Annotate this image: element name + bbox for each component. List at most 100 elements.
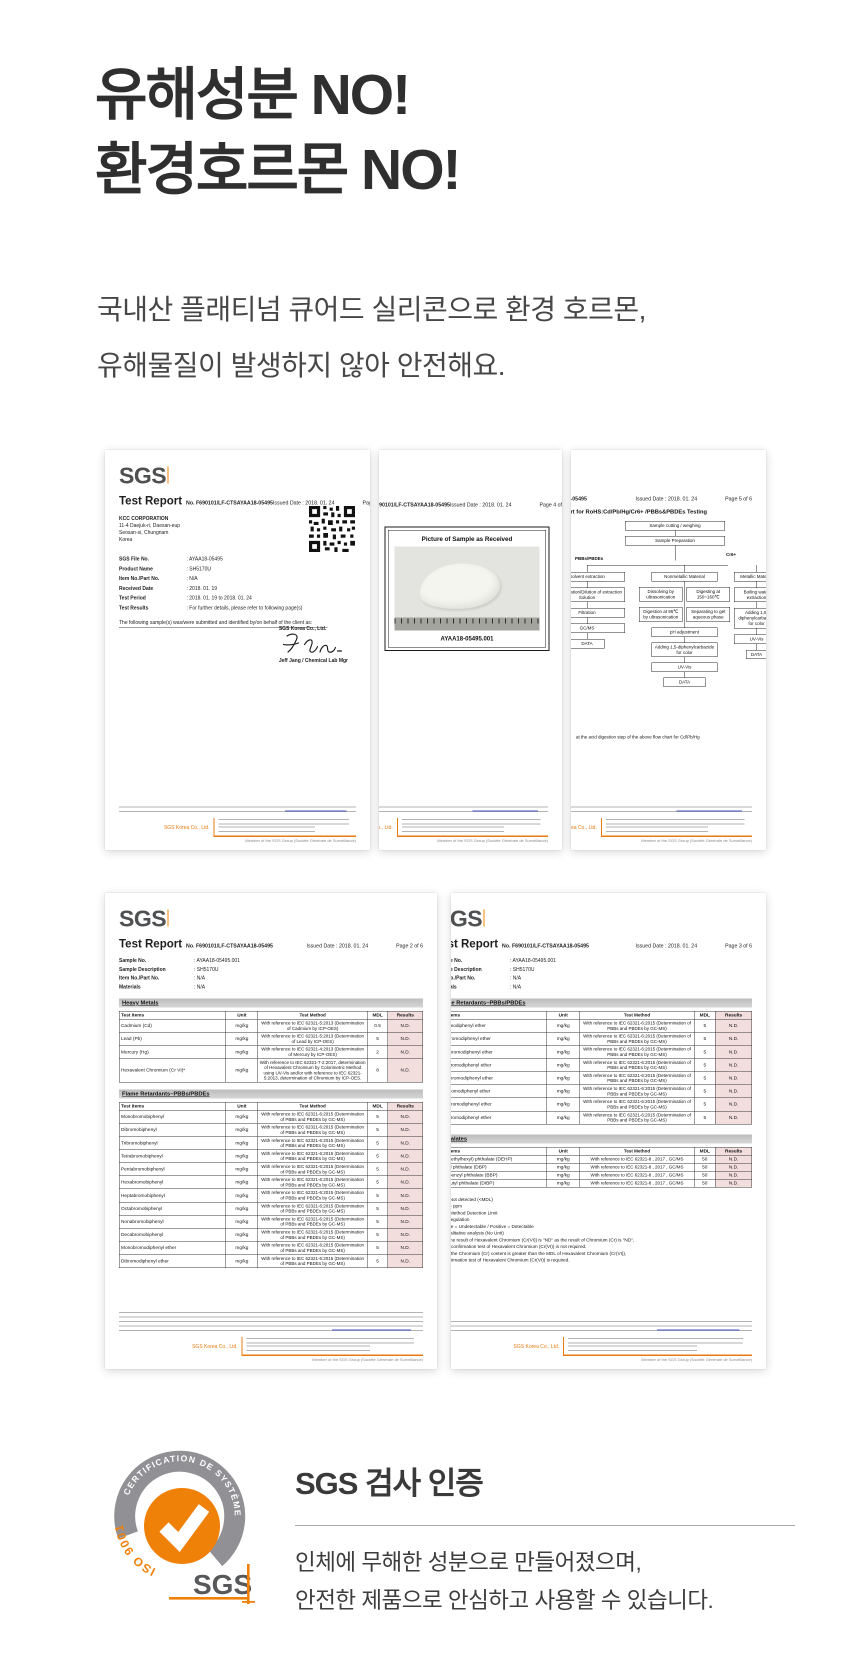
- flow-box: Filtration: [571, 608, 625, 618]
- flow-box: Sample Preparation: [625, 535, 725, 546]
- sample-photo: [394, 546, 540, 631]
- divider: [295, 1525, 795, 1526]
- footer-member-line: Member of the SGS Group (Société Général…: [245, 838, 356, 844]
- field-row: Sample Description : SH5170U: [451, 966, 535, 973]
- page-number: Page 2 of 6: [396, 943, 423, 949]
- flow-box: UV-Vis: [734, 634, 766, 644]
- field-row: Item No./Part No. : N/A: [119, 975, 206, 982]
- page-footer: SGS Korea Co., Ltd. Member of the SGS Gr…: [119, 806, 356, 844]
- silicone-sample: [417, 559, 503, 613]
- sgs-report-page-2: SGS Test Report No. F690101/LF-CTSAYAA18…: [105, 893, 437, 1369]
- note-line: mg/kg = ppm: [451, 1203, 462, 1209]
- sample-picture-box: Picture of Sample as Received AYAA18-054…: [384, 526, 550, 651]
- sgs-report-page-4: Test Report No. F690101/LF-CTSAYAA18-054…: [379, 450, 562, 850]
- iso-9001-sgs-badge-icon: CERTIFICATION DE SYSTÈME ISO 9001 SGS: [112, 1450, 255, 1604]
- table-row: Hexavalent Chromium (Cr VI)* mg/kg With r…: [118, 1058, 423, 1083]
- flow-box: pH adjustment: [651, 627, 718, 637]
- page-footer: SGS Korea Co., Ltd. Member of the SGS Gr…: [571, 806, 752, 843]
- note-line: - = No regulation: [451, 1217, 470, 1223]
- table-row: Tetrabromobiphenyl mg/kg With reference t…: [118, 1149, 423, 1163]
- sample-caption: AYAA18-05495.001: [440, 635, 494, 642]
- field-row: Received Date : 2018. 01. 19: [119, 585, 218, 592]
- client-block: KCC CORPORATION 11-4 Daejuk-ri, Daesan-e…: [119, 516, 181, 543]
- flow-box: Separating to get aqueous phase: [686, 607, 730, 622]
- flow-box: DATA: [571, 638, 605, 649]
- note-line: MDL = Method Detection Limit: [451, 1210, 498, 1216]
- flow-box: Solvent extraction: [571, 572, 625, 582]
- badge-sgs-text: SGS: [193, 1569, 252, 1600]
- certification-line1: 인체에 무해한 성분으로 만들어졌으며,: [295, 1550, 642, 1575]
- sgs-report-page-5: No. F690101/LF-CTSAYAA18-05495 Issued Da…: [571, 450, 766, 850]
- certification-text: SGS 검사 인증 인체에 무해한 성분으로 만들어졌으며, 안전한 제품으로 …: [295, 1444, 795, 1620]
- subtitle-line1: 국내산 플래티넘 큐어드 실리콘으로 환경 호르몬,: [97, 294, 646, 325]
- page-footer: SGS Korea Co., Ltd. Member of the SGS Gr…: [119, 1312, 423, 1362]
- flow-box: Nonmetallic Material: [651, 572, 718, 582]
- sgs-logo: SGS: [451, 907, 485, 930]
- flow-box: Adding 1,5-diphenylcarbazide for color: [734, 608, 766, 629]
- field-row: Materials : N/A: [119, 984, 206, 990]
- flow-box: Adding 1,5-diphenylcarbazide for color: [651, 642, 718, 658]
- field-row: Product Name : SH5170U: [119, 566, 211, 572]
- certificate-row-1: SGS Test Report No. F690101/LF-CTSAYAA18…: [105, 450, 766, 850]
- flow-box: DATA: [746, 649, 766, 660]
- certification-section: CERTIFICATION DE SYSTÈME ISO 9001 SGS SG…: [105, 1444, 795, 1620]
- note-line: * = a. The result of Hexavalent Chromium…: [451, 1237, 635, 1243]
- flame-retardants-table: Test Items Unit Test Method MDL Results …: [118, 1102, 423, 1268]
- field-row: Sample Description : SH5170U: [119, 966, 219, 973]
- field-row: Item No./Part No. : N/A: [451, 975, 522, 982]
- field-row: Sample No. : AYAA18-05495.001: [119, 958, 240, 964]
- section-flame-retardants-cont: Flame Retardants–PBBs/PBDEs: [451, 998, 752, 1008]
- flow-box: Metallic Material: [734, 572, 766, 582]
- sample-fields: Sample No. : AYAA18-05495.001 Sample Des…: [451, 957, 752, 992]
- table-row: Monobromodiphenyl ether mg/kg With refere…: [118, 1241, 423, 1255]
- table-row: Butyl benzyl phthalate (BBP)mg/kg With r…: [451, 1170, 752, 1180]
- table-row: Bis-(2-ethylhexyl) phthalate (DEHP)mg/kg…: [451, 1154, 752, 1164]
- flow-box: DATA: [663, 677, 706, 687]
- note-line: b. If the Chromium (Cr) content is great…: [451, 1250, 627, 1256]
- signature: [282, 633, 342, 653]
- note-line: Negative = Undetectable / Positive = Det…: [451, 1223, 534, 1229]
- certification-line2: 안전한 제품으로 안심하고 사용할 수 있습니다.: [295, 1588, 714, 1613]
- table-row: Octabromobiphenyl mg/kg With reference to…: [118, 1201, 423, 1216]
- flow-box: Boiling water extraction: [734, 587, 766, 603]
- sgs-report-page-1: SGS Test Report No. F690101/LF-CTSAYAA18…: [105, 450, 370, 850]
- note-line: N.D. = Not detected (<MDL): [451, 1196, 493, 1202]
- qr-code: [309, 506, 355, 552]
- sgs-report-page-3: SGS Test Report No. F690101/LF-CTSAYAA18…: [451, 893, 766, 1369]
- field-row: Test Results : For further details, plea…: [119, 605, 303, 611]
- table-row: Dibutyl phthalate (DBP)mg/kg With refere…: [451, 1162, 752, 1172]
- flow-footnote: at the acid digestion step of the above …: [576, 734, 700, 740]
- table-row: Nonabromobiphenyl mg/kg With reference to…: [118, 1214, 423, 1229]
- heavy-metals-table: Test Items Unit Test Method MDL Results …: [118, 1011, 423, 1083]
- flow-box: Concentration/Dilution of extraction Sol…: [571, 587, 625, 603]
- flow-box: Dissolving by ultrasonication: [639, 586, 683, 602]
- field-row: Item No./Part No. : N/A: [119, 576, 198, 582]
- picture-box-title: Picture of Sample as Received: [421, 535, 513, 543]
- page-number: Page 1 of 6: [362, 500, 371, 506]
- field-row: SGS File No. : AYAA18-05495: [119, 556, 223, 563]
- report-header: Test Report No. F690101/LF-CTSAYAA18-054…: [119, 494, 370, 508]
- table-row: Mercury (Hg) mg/kg With reference to IEC …: [118, 1045, 423, 1059]
- flow-box: Sample cutting / weighing: [625, 521, 725, 531]
- result-notes: N.D. = Not detected (<MDL)mg/kg = ppmMDL…: [451, 1196, 752, 1263]
- flow-label-pbbs: PBBs/PBDEs: [575, 556, 604, 561]
- flow-branch-right: Metallic Material Boiling water extractio…: [734, 564, 766, 660]
- fine-print: [119, 806, 356, 812]
- note-line: confirmation test of Hexavalent Chromium…: [451, 1257, 570, 1263]
- signature-block: SGS Korea Co., Ltd. Jeff Jang / Chemical…: [278, 626, 348, 664]
- page-footer: SGS Korea Co., Ltd. Member of the SGS Gr…: [451, 1321, 752, 1362]
- certificate-row-2: SGS Test Report No. F690101/LF-CTSAYAA18…: [105, 893, 766, 1369]
- table-row: Tribromobiphenyl mg/kg With reference to …: [118, 1136, 423, 1150]
- section-flame-retardants: Flame Retardants–PBBs/PBDEs: [119, 1089, 423, 1099]
- section-phthalates: Phthalates: [451, 1134, 752, 1144]
- sgs-logo: SGS: [119, 907, 169, 930]
- sample-fields: Sample No. : AYAA18-05495.001 Sample Des…: [119, 957, 423, 992]
- sgs-logo: SGS: [119, 464, 169, 487]
- table-row: Decabromobiphenyl mg/kg With reference to…: [118, 1228, 423, 1242]
- subtitle-line2: 유해물질이 발생하지 않아 안전해요.: [97, 350, 506, 381]
- flow-box: Digestion at 95℃ by ultrasonication: [639, 607, 683, 622]
